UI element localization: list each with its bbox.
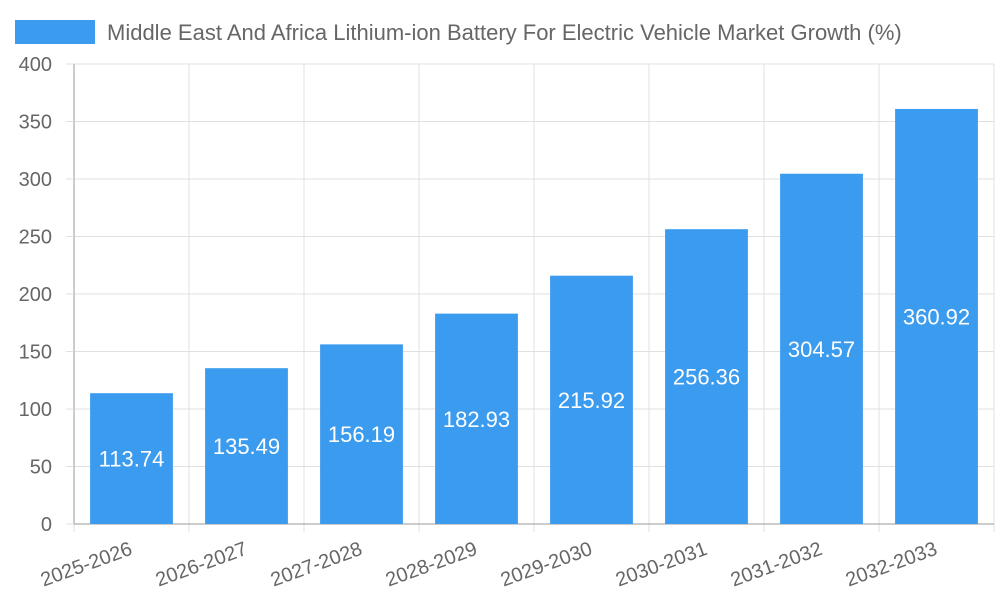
bar (665, 229, 748, 524)
gridlines (73, 63, 995, 532)
bar (435, 313, 518, 524)
legend-label: Middle East And Africa Lithium-ion Batte… (107, 20, 902, 45)
bar (90, 393, 173, 524)
y-tick-label: 300 (19, 169, 52, 191)
x-tick-label: 2031-2032 (728, 538, 825, 591)
y-tick-label: 400 (19, 54, 52, 76)
bar-value-label: 256.36 (673, 365, 740, 390)
y-axis-ticks: 0 50 100 150 200 250 300 350 400 (19, 54, 74, 536)
x-axis-ticks: 2025-2026 2026-2027 2027-2028 2028-2029 2029… (38, 538, 940, 591)
x-tick-label: 2029-2030 (498, 538, 595, 591)
y-tick-label: 150 (19, 342, 52, 364)
bar-value-label: 156.19 (328, 422, 395, 447)
bar (895, 108, 978, 524)
bar (205, 368, 288, 524)
y-tick-label: 200 (19, 284, 52, 306)
y-tick-label: 250 (19, 227, 52, 249)
y-tick-label: 100 (19, 399, 52, 421)
bar-value-label: 182.93 (443, 407, 510, 432)
bars (90, 108, 978, 524)
y-tick-label: 350 (19, 112, 52, 134)
x-tick-label: 2026-2027 (153, 538, 250, 591)
x-tick-label: 2030-2031 (613, 538, 710, 591)
bar (550, 275, 633, 524)
y-tick-label: 50 (30, 457, 52, 479)
bar-value-label: 215.92 (558, 388, 625, 413)
bar-value-label: 360.92 (903, 304, 970, 329)
x-tick-label: 2027-2028 (268, 538, 365, 591)
x-tick-label: 2032-2033 (843, 538, 940, 591)
legend-swatch (15, 20, 95, 44)
bar (780, 173, 863, 524)
bar (320, 344, 403, 524)
bar-labels: 113.74 135.49 156.19 182.93 215.92 256.36 304.… (99, 304, 970, 471)
bar-value-label: 113.74 (99, 447, 165, 472)
bar-value-label: 135.49 (213, 434, 280, 459)
legend: Middle East And Africa Lithium-ion Batte… (15, 20, 902, 45)
x-tick-label: 2025-2026 (38, 538, 135, 591)
bar-value-label: 304.57 (788, 337, 855, 362)
x-tick-label: 2028-2029 (383, 538, 480, 591)
y-tick-label: 0 (41, 514, 52, 536)
